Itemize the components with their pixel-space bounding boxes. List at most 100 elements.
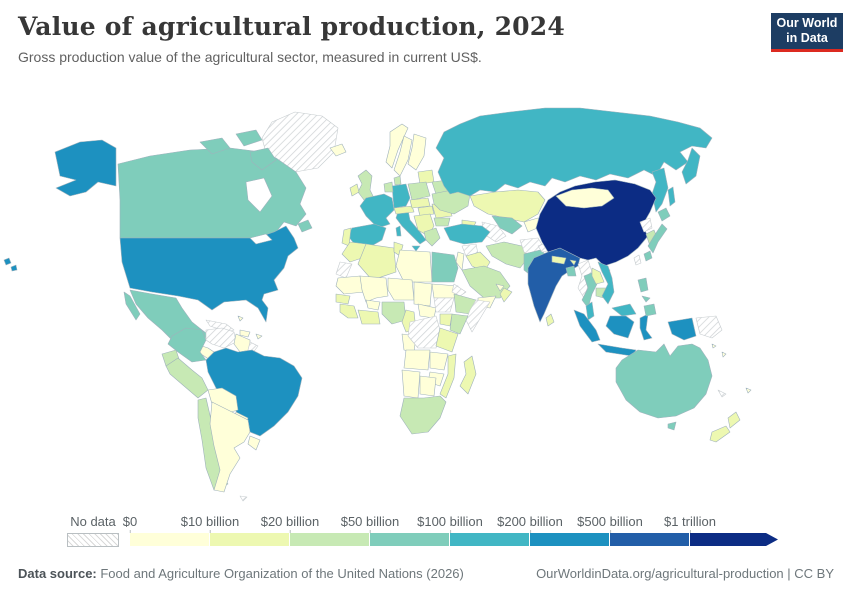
legend-bin[interactable] xyxy=(290,533,369,546)
country-libya[interactable] xyxy=(395,249,433,283)
legend-no-data-swatch[interactable] xyxy=(67,533,119,547)
country-chad[interactable] xyxy=(413,281,433,307)
country-south-sudan[interactable] xyxy=(433,297,455,313)
country-argentina[interactable] xyxy=(209,401,251,493)
country-uruguay[interactable] xyxy=(247,435,261,451)
country-hispaniola[interactable] xyxy=(239,329,251,338)
country-new-zealand-north[interactable] xyxy=(727,411,741,429)
country-switzerland-austria[interactable] xyxy=(393,205,415,215)
country-kenya[interactable] xyxy=(449,313,469,335)
country-north-korea[interactable] xyxy=(639,217,653,233)
country-japan-kyushu[interactable] xyxy=(643,250,653,262)
country-angola[interactable] xyxy=(403,349,431,371)
owid-logo[interactable]: Our World in Data xyxy=(771,13,843,52)
country-colombia[interactable] xyxy=(167,327,207,363)
country-greece[interactable] xyxy=(423,227,441,247)
country-sri-lanka[interactable] xyxy=(545,313,555,327)
country-malaysia-borneo[interactable] xyxy=(611,303,637,317)
country-benelux[interactable] xyxy=(383,181,394,193)
country-turkey[interactable] xyxy=(443,223,491,245)
country-chile[interactable] xyxy=(197,397,229,491)
legend-bin[interactable] xyxy=(130,533,209,546)
country-kazakhstan[interactable] xyxy=(469,189,546,223)
country-egypt[interactable] xyxy=(431,251,459,283)
country-tanzania[interactable] xyxy=(435,327,459,353)
country-bhutan[interactable] xyxy=(569,259,577,266)
country-puerto-rico[interactable] xyxy=(255,333,263,340)
country-zambia[interactable] xyxy=(429,351,449,371)
world-map[interactable] xyxy=(0,95,850,515)
country-indonesia-sumatra[interactable] xyxy=(573,309,601,343)
legend-bin[interactable] xyxy=(610,533,689,546)
country-uganda[interactable] xyxy=(439,313,453,327)
country-uzbekistan[interactable] xyxy=(491,215,523,235)
country-burkina-faso[interactable] xyxy=(365,299,381,311)
country-venezuela[interactable] xyxy=(205,327,237,349)
country-mongolia[interactable] xyxy=(555,187,615,209)
country-falklands[interactable] xyxy=(239,495,248,502)
country-italy-sicily[interactable] xyxy=(411,245,421,252)
country-peru[interactable] xyxy=(165,357,209,399)
country-hungary[interactable] xyxy=(417,205,435,217)
country-senegal[interactable] xyxy=(335,293,351,305)
country-philippines-luzon[interactable] xyxy=(637,277,649,293)
country-italy[interactable] xyxy=(395,209,427,245)
country-bangladesh[interactable] xyxy=(565,265,577,277)
country-russia-fareast[interactable] xyxy=(651,167,669,213)
country-niger[interactable] xyxy=(387,277,415,301)
country-denmark[interactable] xyxy=(393,175,402,186)
country-mauritania[interactable] xyxy=(335,275,365,295)
legend-bin[interactable] xyxy=(210,533,289,546)
country-nigeria[interactable] xyxy=(381,301,407,325)
country-poland[interactable] xyxy=(407,181,431,201)
country-mali[interactable] xyxy=(359,275,389,303)
country-russia[interactable] xyxy=(435,107,713,197)
country-bulgaria[interactable] xyxy=(433,217,451,227)
country-south-africa[interactable] xyxy=(399,395,447,435)
country-morocco[interactable] xyxy=(341,241,367,263)
legend-bin[interactable] xyxy=(530,533,609,546)
country-central-african-republic[interactable] xyxy=(417,303,437,319)
license-note[interactable]: OurWorldinData.org/agricultural-producti… xyxy=(536,566,834,581)
country-oman[interactable] xyxy=(499,287,513,303)
country-western-sahara[interactable] xyxy=(335,261,353,279)
country-germany[interactable] xyxy=(391,183,411,209)
country-australia[interactable] xyxy=(615,343,713,419)
country-mexico-baja[interactable] xyxy=(123,291,141,321)
country-russia-sakhalin[interactable] xyxy=(667,186,676,207)
country-usa[interactable] xyxy=(119,225,299,323)
country-nepal[interactable] xyxy=(551,255,567,265)
country-canada-island[interactable] xyxy=(199,137,231,155)
country-malaysia-peninsula[interactable] xyxy=(585,301,595,321)
country-new-zealand-south[interactable] xyxy=(709,425,731,443)
country-papua-new-guinea[interactable] xyxy=(695,315,723,339)
country-russia-kamchatka[interactable] xyxy=(681,147,701,185)
country-somalia[interactable] xyxy=(465,299,491,333)
country-drc[interactable] xyxy=(407,315,441,349)
country-france[interactable] xyxy=(359,193,395,229)
country-canada-island[interactable] xyxy=(297,219,313,233)
legend-bin[interactable] xyxy=(370,533,449,546)
country-usa-alaska[interactable] xyxy=(54,139,117,197)
country-namibia[interactable] xyxy=(401,369,421,399)
country-vietnam[interactable] xyxy=(597,261,615,305)
country-japan-honshu[interactable] xyxy=(647,223,668,254)
country-algeria[interactable] xyxy=(357,243,397,281)
country-australia-tasmania[interactable] xyxy=(667,421,677,431)
country-philippines-visayas[interactable] xyxy=(641,295,651,303)
country-indonesia-sulawesi[interactable] xyxy=(639,313,653,341)
country-canada-island[interactable] xyxy=(249,147,277,171)
country-japan-hokkaido[interactable] xyxy=(657,207,671,222)
country-guinea[interactable] xyxy=(339,303,359,319)
country-italy-sardinia[interactable] xyxy=(395,225,402,237)
country-ghana-ivory-coast[interactable] xyxy=(357,309,381,325)
country-ireland[interactable] xyxy=(349,183,360,197)
country-iceland[interactable] xyxy=(329,143,347,157)
country-canada[interactable] xyxy=(117,147,307,239)
country-finland[interactable] xyxy=(407,133,427,171)
country-philippines-mindanao[interactable] xyxy=(643,303,657,317)
country-botswana[interactable] xyxy=(419,375,437,397)
country-vanuatu[interactable] xyxy=(721,351,727,358)
country-canada-island[interactable] xyxy=(235,129,263,147)
country-bahamas[interactable] xyxy=(237,315,244,322)
